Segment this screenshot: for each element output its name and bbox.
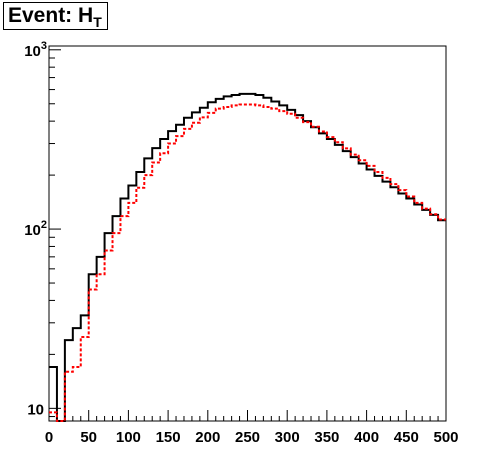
series-black-solid-histogram [49, 92, 446, 422]
y-tick-label: 102 [24, 219, 47, 239]
axis-ticks [48, 49, 447, 421]
axis-tick-labels: 0 50 100 150 200 250 300 350 400 450 500 10 102 103 [24, 40, 458, 446]
chart-title-subscript: T [93, 14, 102, 30]
chart-title: Event: HT [3, 2, 108, 30]
x-tick-label: 450 [394, 429, 419, 446]
x-tick-label: 250 [235, 429, 260, 446]
chart-title-text: Event: H [8, 4, 94, 27]
x-tick-label: 150 [156, 429, 181, 446]
y-tick-label: 10 [27, 401, 44, 418]
x-tick-label: 500 [433, 429, 458, 446]
x-tick-label: 350 [314, 429, 339, 446]
x-tick-label: 300 [275, 429, 300, 446]
x-tick-label: 50 [80, 429, 97, 446]
series-red-dashed-histogram [49, 103, 446, 422]
x-tick-label: 400 [354, 429, 379, 446]
x-tick-label: 100 [116, 429, 141, 446]
x-tick-label: 200 [195, 429, 220, 446]
y-tick-label: 103 [24, 40, 47, 60]
x-tick-label: 0 [45, 429, 53, 446]
chart-series [49, 92, 446, 422]
